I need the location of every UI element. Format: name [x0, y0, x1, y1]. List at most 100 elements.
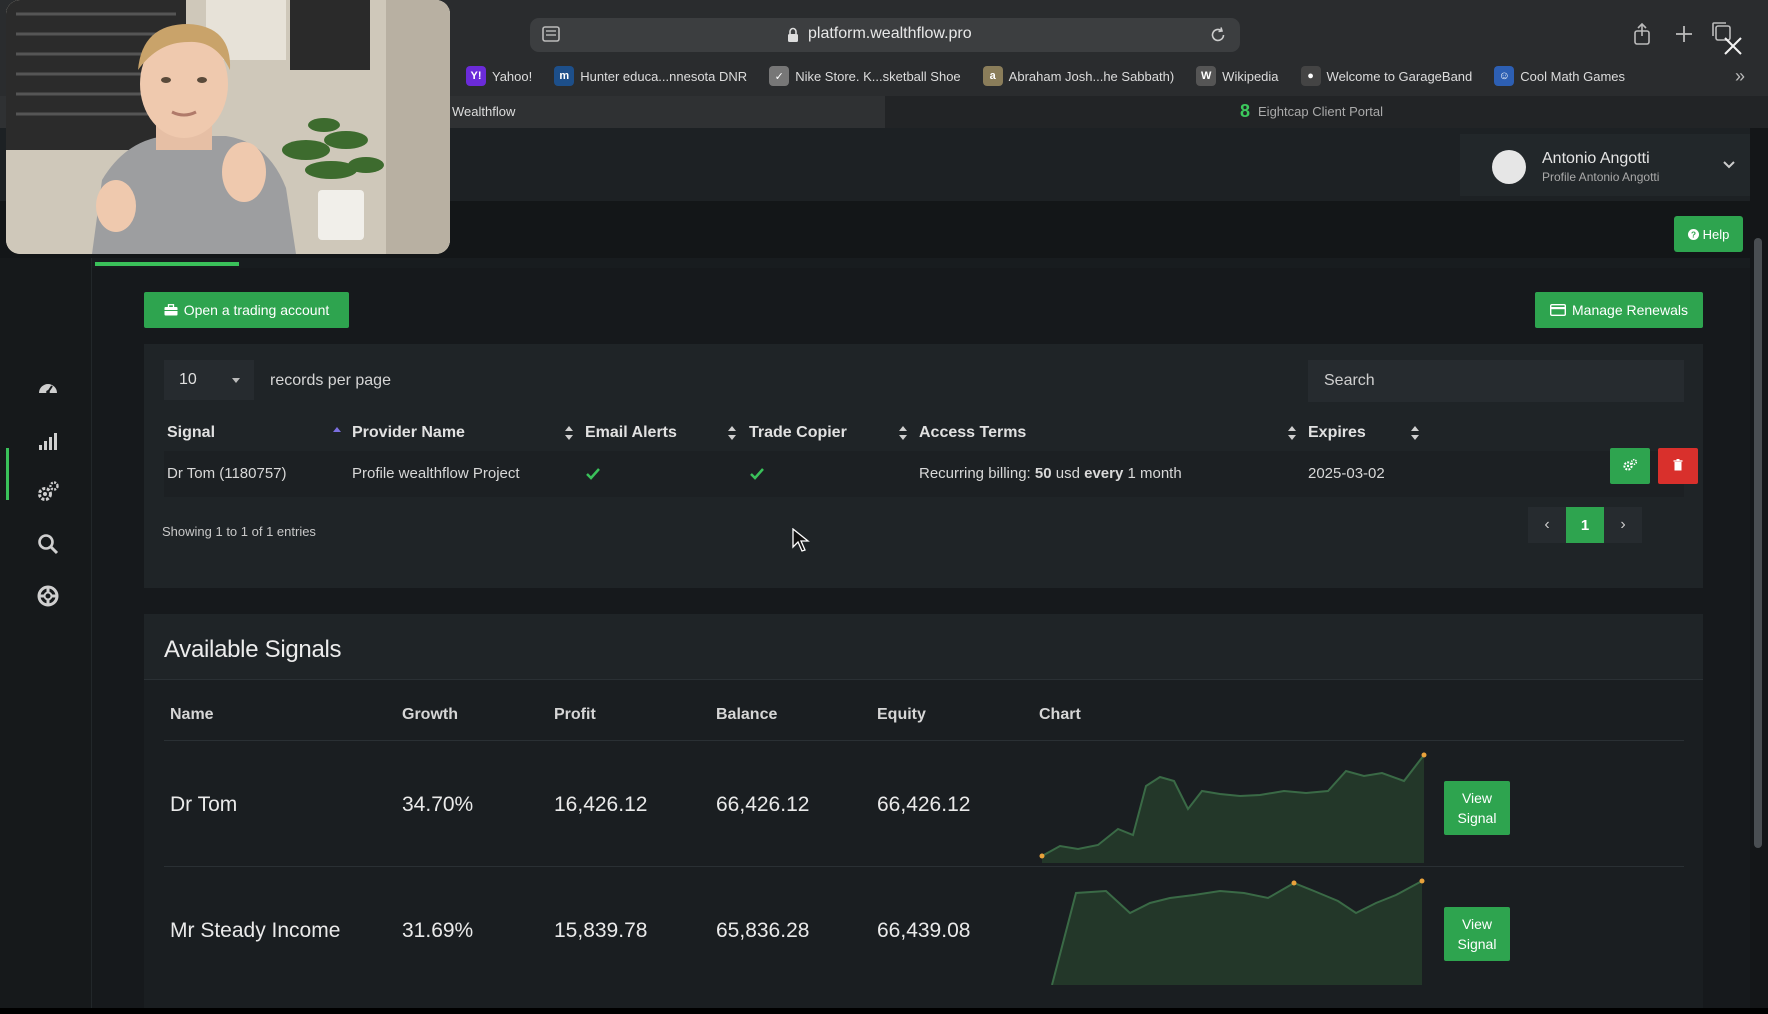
column-header-trade-copier[interactable]: Trade Copier [749, 424, 847, 441]
bookmark-label: Welcome to GarageBand [1326, 68, 1473, 84]
reload-icon[interactable] [1208, 25, 1228, 45]
sort-icon[interactable] [898, 424, 908, 442]
address-bar[interactable]: platform.wealthflow.pro [530, 18, 1240, 52]
delete-button[interactable] [1658, 448, 1698, 484]
column-header-expires[interactable]: Expires [1308, 424, 1366, 441]
tab-label: Wealthflow [452, 104, 516, 119]
manage-renewals-button[interactable]: Manage Renewals [1535, 292, 1703, 328]
provider-cell[interactable]: Profile wealthflow Project [352, 465, 520, 482]
view-signal-button[interactable]: View Signal [1444, 907, 1510, 961]
bookmarks-overflow-icon[interactable]: » [1735, 66, 1746, 86]
bookmark-item[interactable]: W Wikipedia [1196, 66, 1279, 86]
user-menu[interactable]: Antonio Angotti Profile Antonio Angotti [1460, 134, 1750, 196]
svg-text:?: ? [1691, 230, 1696, 239]
signal-name[interactable]: Mr Steady Income [170, 919, 341, 942]
scrollbar-thumb[interactable] [1754, 238, 1762, 848]
column-header-provider-name[interactable]: Provider Name [352, 424, 465, 441]
gears-icon [1623, 458, 1638, 471]
entries-summary: Showing 1 to 1 of 1 entries [162, 524, 316, 539]
column-header-access-terms[interactable]: Access Terms [919, 424, 1027, 441]
signals-table: Name Growth Profit Balance Equity Chart … [144, 680, 1703, 1014]
tab-overview-icon[interactable] [542, 26, 560, 42]
support-lifebuoy-icon[interactable] [36, 584, 60, 608]
column-header-signal[interactable]: Signal [167, 424, 216, 441]
signal-balance: 65,836.28 [716, 919, 810, 942]
pagination-next[interactable]: › [1604, 507, 1642, 543]
sidebar-active-indicator [6, 448, 9, 500]
dnr-icon: m [554, 66, 575, 86]
signal-bars-icon[interactable] [36, 428, 60, 452]
search-icon[interactable] [36, 532, 60, 556]
terms-amount: 50 [1034, 465, 1052, 482]
manage-renewals-label: Manage Renewals [1572, 302, 1688, 318]
dashboard-icon[interactable] [36, 376, 60, 400]
column-header-name: Name [170, 706, 214, 723]
panel-header: Available Signals [144, 614, 1703, 680]
subscriptions-panel: 10 records per page Signal Provider Name… [144, 344, 1703, 588]
bookmark-item[interactable]: Y! Yahoo! [466, 66, 532, 86]
terms-currency: usd [1051, 465, 1085, 482]
column-header-profit: Profit [554, 706, 596, 723]
lock-icon [788, 27, 798, 42]
tabs-icon[interactable] [1710, 20, 1734, 44]
records-per-page-select[interactable]: 10 [164, 360, 254, 400]
settings-button[interactable] [1610, 448, 1650, 484]
sort-icon[interactable] [1287, 424, 1297, 442]
column-header-email-alerts[interactable]: Email Alerts [585, 424, 677, 441]
signal-balance: 66,426.12 [716, 793, 810, 816]
bookmark-item[interactable]: ☺ Cool Math Games [1494, 66, 1625, 86]
webcam-overlay [6, 0, 450, 254]
bookmarks-bar: Y! Yahoo! m Hunter educa...nnesota DNR ✓ Nike… [466, 64, 1625, 88]
search-input[interactable] [1308, 360, 1684, 402]
bookmark-item[interactable]: ● Welcome to GarageBand [1300, 66, 1473, 86]
close-icon[interactable] [1721, 34, 1745, 58]
bookmark-item[interactable]: m Hunter educa...nnesota DNR [554, 66, 747, 86]
book-icon: a [982, 66, 1003, 86]
view-signal-button[interactable]: View Signal [1444, 781, 1510, 835]
gears-icon[interactable] [36, 480, 60, 504]
bookmark-label: Abraham Josh...he Sabbath) [1008, 68, 1175, 84]
available-signals-title: Available Signals [164, 636, 342, 663]
yahoo-icon: Y! [466, 66, 486, 86]
expires-cell: 2025-03-02 [1308, 465, 1385, 482]
question-icon: ? [1687, 228, 1699, 240]
column-header-equity: Equity [877, 706, 926, 723]
signal-profit: 15,839.78 [554, 919, 648, 942]
open-trading-account-label: Open a trading account [183, 302, 330, 318]
pagination-prev[interactable]: ‹ [1528, 507, 1566, 543]
garageband-icon: ● [1300, 66, 1321, 86]
signal-row: Dr Tom 34.70% 16,426.12 66,426.12 66,426… [164, 740, 1684, 866]
signal-equity: 66,426.12 [877, 793, 971, 816]
user-name: Antonio Angotti [1542, 150, 1650, 167]
tab-eightcap[interactable]: 8 Eightcap Client Portal [1240, 102, 1383, 120]
signal-row: Mr Steady Income 31.69% 15,839.78 65,836… [164, 866, 1684, 992]
sort-icon[interactable] [727, 424, 737, 442]
new-tab-icon[interactable] [1672, 22, 1696, 46]
share-icon[interactable] [1630, 22, 1654, 46]
open-trading-account-button[interactable]: Open a trading account [144, 292, 349, 328]
page-scrollbar[interactable] [1750, 128, 1768, 1014]
signal-cell[interactable]: Dr Tom (1180757) [167, 465, 287, 482]
bookmark-label: Cool Math Games [1520, 68, 1626, 84]
sort-asc-icon[interactable] [332, 424, 342, 442]
signal-name[interactable]: Dr Tom [170, 793, 238, 816]
signal-equity: 66,439.08 [877, 919, 971, 942]
help-button[interactable]: ? Help [1674, 216, 1743, 252]
bookmark-label: Wikipedia [1222, 68, 1279, 84]
chevron-down-icon[interactable] [1722, 158, 1736, 172]
pagination-page-1[interactable]: 1 [1566, 507, 1604, 543]
sort-icon[interactable] [564, 424, 574, 442]
signal-growth: 31.69% [402, 919, 474, 942]
coolmath-icon: ☺ [1494, 66, 1515, 86]
bookmark-item[interactable]: ✓ Nike Store. K...sketball Shoe [769, 66, 961, 86]
column-header-chart: Chart [1039, 706, 1081, 723]
table-row [164, 451, 1684, 497]
bookmark-item[interactable]: a Abraham Josh...he Sabbath) [982, 66, 1175, 86]
sidebar [0, 258, 92, 1014]
sort-icon[interactable] [1410, 424, 1420, 442]
pagination: ‹ 1 › [1528, 507, 1642, 543]
signal-label: Signal [1457, 810, 1497, 826]
view-label: View [1461, 790, 1493, 806]
credit-card-icon [1550, 304, 1567, 316]
